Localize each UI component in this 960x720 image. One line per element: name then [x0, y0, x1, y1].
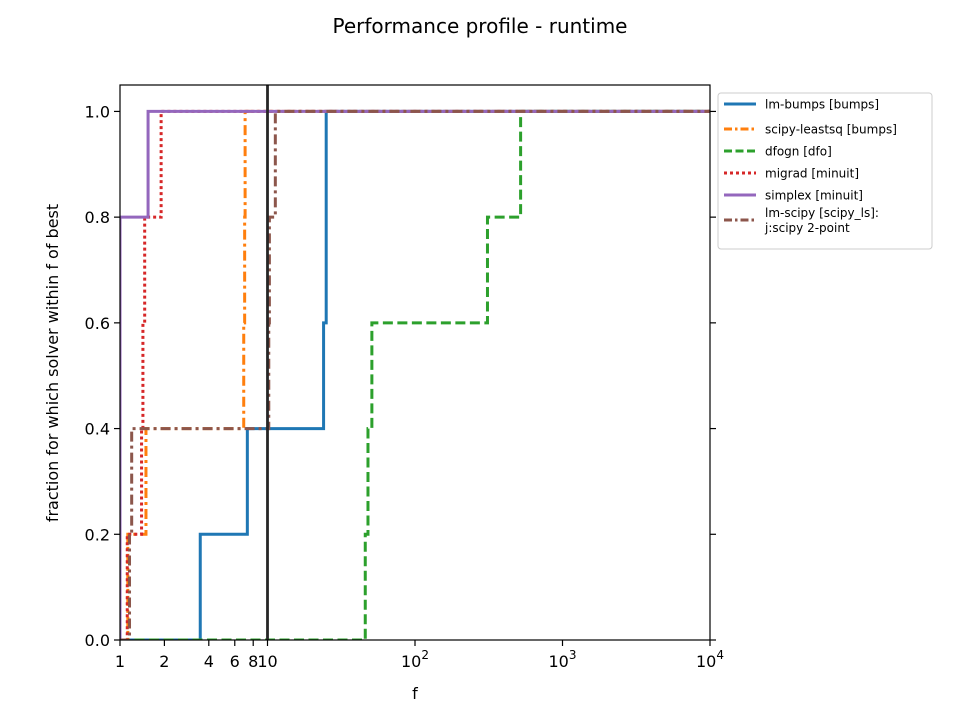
legend-label-5: simplex [minuit] — [765, 189, 863, 203]
legend-label-1: lm-bumps [bumps] — [765, 98, 879, 112]
series-line-2 — [120, 109, 710, 640]
x-tick-label-8: 103 — [549, 648, 577, 671]
x-tick-label-7: 102 — [401, 648, 429, 671]
series-line-4 — [120, 109, 710, 640]
y-tick-label-6: 1.0 — [85, 102, 110, 121]
series-line-6 — [120, 109, 710, 640]
x-tick-label-1: 1 — [115, 652, 125, 671]
x-tick-label-5: 8 — [248, 652, 258, 671]
y-tick-label-4: 0.6 — [85, 314, 110, 333]
series-line-1 — [120, 109, 710, 640]
legend-label-3: dfogn [dfo] — [765, 145, 832, 159]
x-tick-label-6: 10 — [257, 652, 277, 671]
legend-box — [717, 92, 933, 250]
x-axis: 1 2 4 6 8 10 102 103 104 — [115, 640, 724, 671]
y-axis-label: fraction for which solver within f of be… — [43, 204, 62, 522]
series-line-3 — [120, 109, 710, 640]
chart-title: Performance profile - runtime — [333, 14, 628, 38]
y-tick-label-1: 0.0 — [85, 631, 110, 650]
series-layer — [120, 109, 710, 640]
y-tick-label-5: 0.8 — [85, 208, 110, 227]
legend-label-2: scipy-leastsq [bumps] — [765, 123, 897, 137]
legend-label-4: migrad [minuit] — [765, 167, 859, 181]
series-line-5 — [120, 109, 710, 640]
x-tick-label-4: 6 — [230, 652, 240, 671]
y-axis: 0.0 0.2 0.4 0.6 0.8 1.0 — [85, 102, 716, 650]
legend: lm-bumps [bumps] scipy-leastsq [bumps] dfo… — [717, 92, 933, 250]
x-axis-label: f — [412, 684, 418, 703]
x-tick-label-2: 2 — [159, 652, 169, 671]
legend-label-6: lm-scipy [scipy_ls]: j:scipy 2-point — [764, 206, 879, 235]
plot-frame — [119, 84, 711, 641]
x-tick-label-3: 4 — [204, 652, 214, 671]
x-tick-label-9: 104 — [696, 648, 724, 671]
y-tick-label-3: 0.4 — [85, 420, 110, 439]
y-tick-label-2: 0.2 — [85, 525, 110, 544]
